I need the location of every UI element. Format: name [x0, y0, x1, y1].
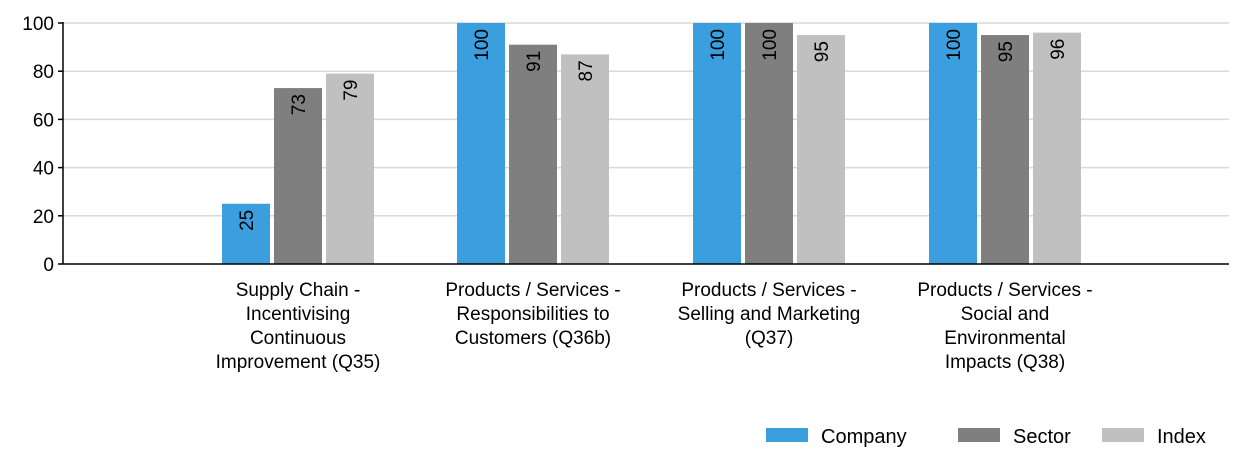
x-axis-labels: Supply Chain - Incentivising Continuous Imp…: [216, 280, 1093, 373]
y-axis-ticks: 0 20 40 60 80 100: [22, 14, 63, 276]
data-label: 95: [996, 41, 1017, 62]
data-label: 73: [289, 94, 310, 115]
bar-company: [929, 23, 977, 264]
x-category-label-line: (Q37): [745, 328, 794, 349]
x-category-label-line: Selling and Marketing: [678, 304, 861, 325]
data-label: 91: [524, 51, 545, 72]
x-category-label-line: Customers (Q36b): [455, 328, 611, 349]
data-label: 95: [812, 41, 833, 62]
legend-label-index: Index: [1157, 426, 1206, 448]
bar-index: [326, 73, 374, 264]
data-label: 87: [576, 60, 597, 81]
x-category-label-line: Environmental: [944, 328, 1065, 349]
y-tick-label: 40: [33, 159, 54, 180]
x-category-label-line: Social and: [961, 304, 1050, 325]
y-tick-label: 20: [33, 207, 54, 228]
bar-sector: [274, 88, 322, 264]
y-tick-label: 100: [22, 14, 54, 35]
x-category-label-line: Impacts (Q38): [945, 352, 1065, 373]
x-category-label-line: Responsibilities to: [456, 304, 609, 325]
x-category-label: Supply Chain - Incentivising Continuous Imp…: [216, 280, 381, 373]
data-label: 100: [708, 29, 729, 61]
legend-label-sector: Sector: [1013, 426, 1071, 448]
legend-swatch-sector: [958, 428, 1000, 442]
x-category-label: Products / Services - Responsibilities to…: [445, 280, 620, 349]
x-category-label-line: Products / Services -: [681, 280, 856, 301]
y-tick-label: 80: [33, 62, 54, 83]
axes: [62, 22, 1229, 265]
y-tick-label: 0: [43, 255, 54, 276]
x-category-label-line: Supply Chain -: [236, 280, 361, 301]
bar-company: [222, 203, 270, 264]
x-category-label: Products / Services - Social and Environme…: [917, 280, 1092, 373]
bar-company: [457, 23, 505, 264]
bars: 25 73 79 100 91 87 100 100 95 100 95 96: [222, 23, 1081, 264]
data-label: 25: [237, 210, 258, 231]
bar-company: [693, 23, 741, 264]
y-tick-label: 60: [33, 110, 54, 131]
data-label: 100: [944, 29, 965, 61]
data-label: 96: [1048, 39, 1069, 60]
x-category-label-line: Incentivising: [246, 304, 351, 325]
bar-sector: [509, 44, 557, 264]
bar-sector: [745, 23, 793, 264]
bar-index: [561, 54, 609, 264]
x-category-label-line: Products / Services -: [445, 280, 620, 301]
legend-label-company: Company: [821, 426, 907, 448]
x-category-label-line: Continuous: [250, 328, 346, 349]
legend-swatch-index: [1102, 428, 1144, 442]
bar-sector: [981, 35, 1029, 264]
data-label: 100: [760, 29, 781, 61]
x-category-label-line: Products / Services -: [917, 280, 1092, 301]
data-label: 100: [472, 29, 493, 61]
x-category-label-line: Improvement (Q35): [216, 352, 381, 373]
bar-index: [797, 35, 845, 264]
data-label: 79: [341, 80, 362, 101]
legend: Company Sector Index: [766, 426, 1206, 448]
x-category-label: Products / Services - Selling and Marketi…: [678, 280, 861, 349]
legend-swatch-company: [766, 428, 808, 442]
bar-index: [1033, 32, 1081, 264]
